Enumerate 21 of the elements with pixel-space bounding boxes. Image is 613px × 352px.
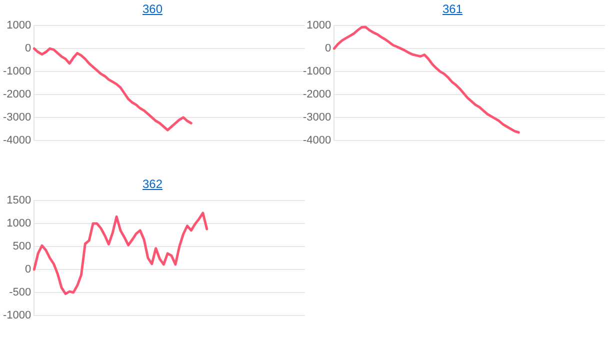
y-tick-label: -1000	[2, 309, 32, 322]
y-tick-label: -4000	[2, 134, 32, 146]
y-tick-label: -2000	[2, 88, 32, 101]
y-tick-label: -1000	[302, 66, 332, 78]
y-tick-label: -4000	[302, 134, 332, 146]
y-tick-label: 500	[12, 240, 32, 253]
y-tick-label: -3000	[2, 111, 32, 124]
y-tick-label: -2000	[302, 88, 332, 101]
y-tick-label: -1000	[2, 66, 32, 78]
y-tick-label: 1500	[6, 194, 32, 207]
chart-title: 362	[142, 177, 163, 191]
y-tick-label: 1000	[6, 218, 32, 230]
chart-title: 360	[142, 2, 163, 16]
chart-title: 361	[442, 2, 463, 16]
y-tick-label: -500	[9, 286, 32, 298]
y-tick-label: 1000	[306, 20, 332, 32]
y-tick-label: 0	[25, 264, 32, 276]
y-tick-label: 1000	[6, 20, 32, 32]
y-tick-label: 0	[25, 42, 32, 55]
y-tick-label: -3000	[302, 111, 332, 124]
y-tick-label: 0	[325, 42, 332, 55]
